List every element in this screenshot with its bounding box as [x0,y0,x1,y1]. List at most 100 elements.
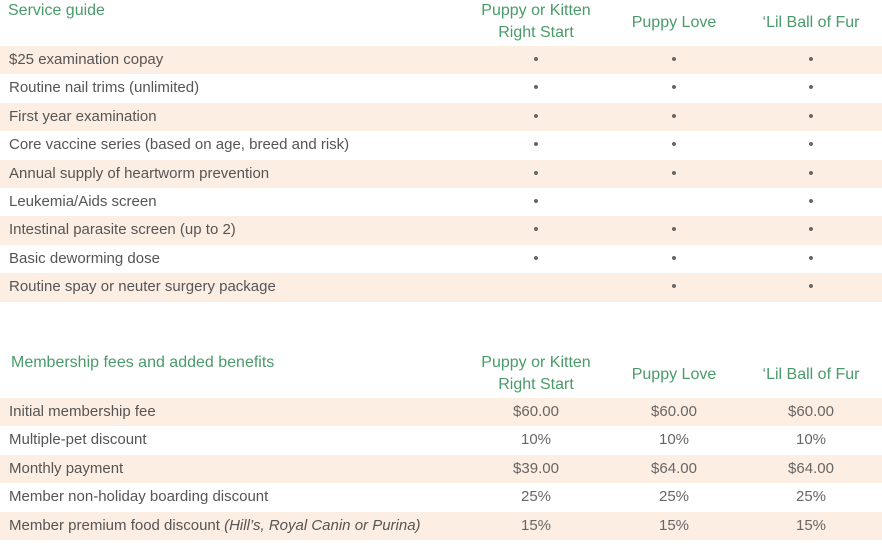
table-row: First year examination • • • [0,102,882,132]
membership-title: Membership fees and added benefits [11,354,275,371]
table-cell: $64.00 [788,459,834,477]
row-label: Member premium food discount (Hill’s, Ro… [9,512,421,540]
table-cell: $60.00 [513,403,559,420]
row-label-text: Basic deworming dose [9,249,160,267]
row-label: $25 examination copay [9,46,163,74]
row-label: Annual supply of heartworm prevention [9,160,269,188]
included-dot: • [533,192,539,210]
table-cell: 25% [795,488,827,506]
row-label-text: Member non-holiday boarding discount [9,488,269,506]
included-dot: • [671,164,677,182]
included-dot: • [671,278,677,296]
table-cell: 10% [658,431,690,449]
row-label: Leukemia/Aids screen [9,188,157,216]
included-dot: • [533,249,539,267]
table-row: Core vaccine series (based on age, breed… [0,131,882,159]
included-dot: • [808,249,814,267]
table-cell: $60.00 [788,403,834,420]
row-label: Routine spay or neuter surgery package [9,273,276,301]
included-dot: • [808,51,814,68]
column-header-line: ‘Lil Ball of Fur [762,14,860,31]
table-cell: 15% [795,516,827,534]
service-guide-table: Service guide Puppy or Kitten Right Star… [0,0,882,302]
column-header-line: Right Start [498,376,574,393]
row-label: Routine nail trims (unlimited) [9,74,199,102]
table-cell: 10% [795,431,827,449]
service-guide-rows: $25 examination copay • • • Routine nail tri… [0,46,882,302]
table-row: Member premium food discount (Hill’s, Ro… [0,511,882,540]
column-header-line: Puppy Love [631,14,717,31]
row-label-text: Multiple-pet discount [9,431,147,449]
included-dot: • [671,221,677,239]
table-cell: 25% [658,488,690,506]
column-header-line: Puppy Love [631,366,717,383]
row-label: Multiple-pet discount [9,426,147,454]
column-header-right-start: Puppy or Kitten Right Start [461,352,611,396]
table-row: Initial membership fee $60.00 $60.00 $60.00 [0,398,882,427]
table-cell: 15% [520,516,552,534]
included-dot: • [533,51,539,68]
column-header-puppy-love: Puppy Love [599,12,749,34]
column-header-lil-ball-of-fur: ‘Lil Ball of Fur [736,364,882,386]
row-label-text: Core vaccine series (based on age, breed… [9,136,350,154]
included-dot: • [533,136,539,154]
row-label: Basic deworming dose [9,245,160,273]
column-header-line: Puppy or Kitten [481,354,591,371]
row-label-text: Annual supply of heartworm prevention [9,164,270,182]
included-dot: • [808,107,814,125]
included-dot: • [671,249,677,267]
table-cell: 15% [658,516,690,534]
row-label-text: Routine nail trims (unlimited) [9,79,200,97]
membership-table: Membership fees and added benefits Puppy… [0,352,882,540]
included-dot: • [533,221,539,239]
column-header-line: Right Start [498,24,574,41]
table-cell: $64.00 [651,459,697,477]
table-cell: $60.00 [651,403,697,420]
column-header-line: ‘Lil Ball of Fur [762,366,860,383]
row-label-text: Monthly payment [9,459,124,477]
membership-header: Membership fees and added benefits Puppy… [0,352,882,398]
row-label-text: Initial membership fee [9,403,156,420]
included-dot: • [808,192,814,210]
row-label: Monthly payment [9,455,123,483]
table-row: Routine spay or neuter surgery package • • [0,273,882,302]
row-label-italic: (Hill’s, Royal Canin or Purina) [224,516,421,534]
table-row: Intestinal parasite screen (up to 2) • • • [0,216,882,245]
row-label: Member non-holiday boarding discount [9,483,268,511]
row-label-text: Member premium food discount [9,516,225,534]
row-label-text: Leukemia/Aids screen [9,192,157,210]
row-label: First year examination [9,103,157,131]
included-dot: • [808,164,814,182]
included-dot: • [808,278,814,296]
membership-rows: Initial membership fee $60.00 $60.00 $60.00… [0,398,882,540]
included-dot: • [533,107,539,125]
table-row: Leukemia/Aids screen • • [0,188,882,216]
row-label-text: First year examination [9,107,157,125]
included-dot: • [671,51,677,68]
included-dot: • [808,221,814,239]
row-label-text: Routine spay or neuter surgery package [9,278,276,296]
column-header-puppy-love: Puppy Love [599,364,749,386]
table-cell: 10% [520,431,552,449]
table-cell: 25% [520,488,552,506]
included-dot: • [533,79,539,97]
included-dot: • [808,79,814,97]
table-row: $25 examination copay • • • [0,46,882,75]
included-dot: • [671,79,677,97]
included-dot: • [533,164,539,182]
included-dot: • [808,136,814,154]
service-guide-title: Service guide [8,2,105,19]
table-cell: $39.00 [513,459,559,477]
table-row: Basic deworming dose • • • [0,245,882,273]
row-label: Initial membership fee [9,398,156,426]
row-label-text: $25 examination copay [9,51,164,68]
row-label-text: Intestinal parasite screen (up to 2) [9,221,236,239]
column-header-lil-ball-of-fur: ‘Lil Ball of Fur [736,12,882,34]
column-header-line: Puppy or Kitten [481,2,591,19]
service-guide-header: Service guide Puppy or Kitten Right Star… [0,0,882,46]
column-header-right-start: Puppy or Kitten Right Start [461,0,611,44]
table-row: Monthly payment $39.00 $64.00 $64.00 [0,454,882,484]
table-row: Annual supply of heartworm prevention • • • [0,159,882,188]
table-row: Multiple-pet discount 10% 10% 10% [0,426,882,454]
table-row: Member non-holiday boarding discount 25% 2… [0,483,882,511]
